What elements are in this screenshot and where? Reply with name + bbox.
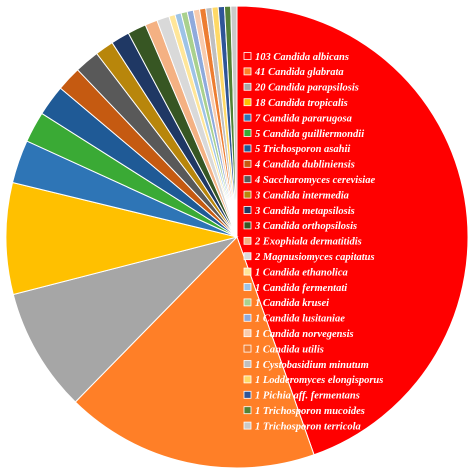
legend-swatch [243,329,252,338]
legend-item: 1 Cystobasidium minutum [243,360,369,371]
legend-item: 18 Candida tropicalis [243,98,348,109]
legend-item: 1 Candida norvegensis [243,329,354,340]
legend-label: 1 Candida ethanolica [255,267,348,278]
legend-label: 18 Candida tropicalis [255,98,348,109]
pie-slice-0 [236,5,469,456]
legend-item: 7 Candida pararugosa [243,113,352,124]
legend-item: 1 Candida fermentati [243,283,347,294]
legend-label: 1 Lodderomyces elongisporus [255,375,383,386]
legend-label: 20 Candida parapsilosis [254,83,359,94]
legend-label: 1 Candida krusei [255,298,329,309]
legend-label: 1 Candida lusitaniae [255,314,345,325]
legend-item: 20 Candida parapsilosis [243,82,359,94]
legend-item: 3 Candida orthopsilosis [243,221,357,232]
legend: 103 Candida albicans 41 Candida glabrata 2… [243,52,383,432]
legend-swatch [243,421,252,430]
legend-label: 103 Candida albicans [255,52,349,63]
legend-label: 4 Candida dubliniensis [254,160,355,171]
legend-item: 5 Trichosporon asahii [243,144,350,155]
legend-swatch [243,406,252,415]
legend-item: 1 Candida lusitaniae [243,313,345,325]
legend-swatch [243,98,252,107]
legend-item: 1 Candida krusei [243,298,329,309]
legend-swatch [243,221,252,230]
legend-item: 1 Trichosporon terricola [243,421,361,432]
legend-label: 2 Magnusiomyces capitatus [254,252,375,263]
legend-item: 1 Pichia aff. fermentans [243,390,360,402]
legend-swatch [243,298,252,307]
legend-item: 4 Candida dubliniensis [243,159,355,171]
legend-label: 1 Candida utilis [255,344,324,355]
legend-swatch [243,113,252,122]
legend-item: 2 Exophiala dermatitidis [243,236,362,248]
legend-swatch [243,206,252,214]
legend-label: 41 Candida glabrata [254,67,344,78]
pie-slices [5,5,469,469]
pie-slice-1 [74,236,315,469]
legend-item: 103 Candida albicans [243,52,349,63]
legend-swatch [243,144,252,153]
legend-swatch [243,283,252,291]
legend-label: 1 Candida norvegensis [255,329,354,340]
legend-swatch [243,175,252,184]
legend-item: 41 Candida glabrata [243,67,344,78]
legend-item: 5 Candida guilliermondii [243,129,364,140]
legend-label: 3 Candida orthopsilosis [254,221,357,232]
legend-label: 3 Candida intermedia [254,190,349,201]
legend-item: 1 Candida ethanolica [243,267,348,278]
legend-item: 1 Lodderomyces elongisporus [243,375,383,386]
legend-label: 7 Candida pararugosa [255,113,352,124]
legend-swatch [243,129,252,137]
legend-swatch [243,82,252,91]
pie-slice-24 [230,5,238,238]
pie-slice-2 [12,236,239,403]
legend-label: 1 Trichosporon mucoides [255,406,365,417]
legend-label: 4 Saccharomyces cerevisiae [254,175,375,186]
legend-label: 3 Candida metapsilosis [254,206,355,217]
legend-item: 3 Candida metapsilosis [243,206,355,217]
legend-swatch [243,390,252,399]
legend-swatch [243,360,252,368]
legend-swatch [243,159,252,168]
legend-swatch [243,375,252,384]
pie-slice-3 [5,181,238,296]
legend-label: 1 Cystobasidium minutum [255,360,369,371]
legend-item: 3 Candida intermedia [243,190,349,201]
legend-label: 5 Trichosporon asahii [255,144,350,155]
legend-label: 1 Candida fermentati [255,283,347,294]
legend-swatch [243,267,252,276]
legend-swatch [243,236,252,245]
legend-swatch [243,252,252,261]
legend-item: 1 Trichosporon mucoides [243,406,365,417]
legend-swatch [243,313,252,322]
legend-swatch [243,190,252,199]
legend-item: 4 Saccharomyces cerevisiae [243,175,375,186]
legend-label: 1 Trichosporon terricola [255,421,361,432]
legend-swatch [243,344,252,353]
legend-item: 2 Magnusiomyces capitatus [243,252,375,263]
legend-swatch [243,67,252,76]
legend-label: 5 Candida guilliermondii [255,129,364,140]
legend-item: 1 Candida utilis [243,344,324,355]
legend-swatch [243,52,252,60]
legend-label: 2 Exophiala dermatitidis [254,237,362,248]
legend-label: 1 Pichia aff. fermentans [255,391,360,402]
